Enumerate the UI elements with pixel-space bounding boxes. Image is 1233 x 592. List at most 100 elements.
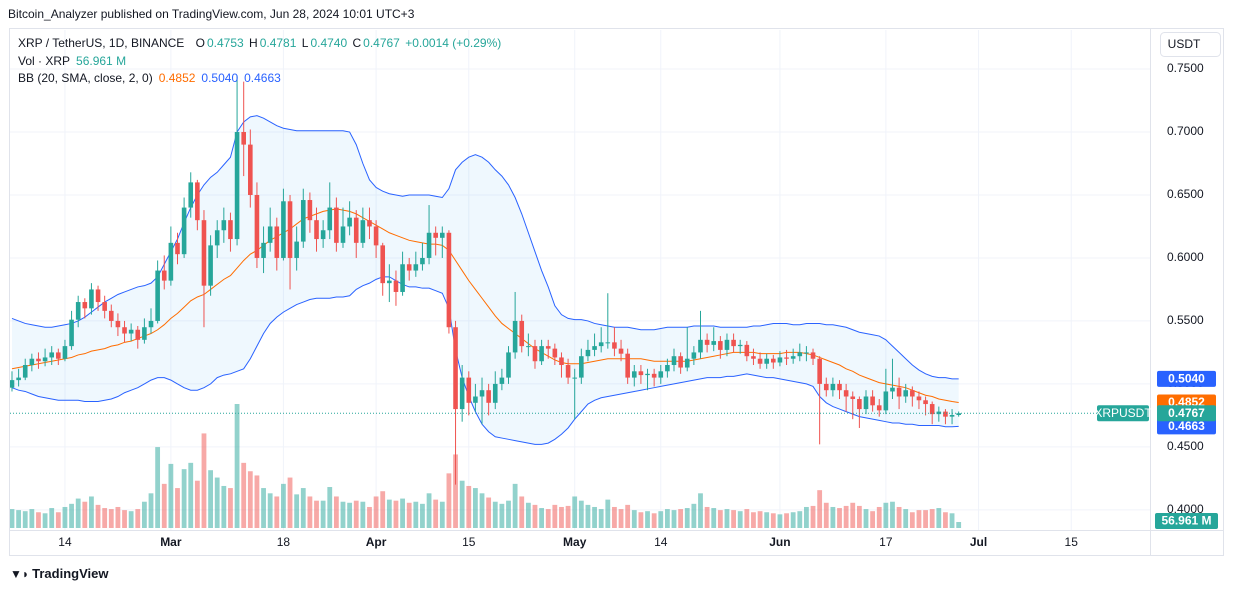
volume-bar xyxy=(373,496,379,528)
volume-bar xyxy=(949,513,955,528)
volume-bar xyxy=(863,509,869,528)
candle-body xyxy=(598,342,604,347)
candle-body xyxy=(446,232,452,328)
y-tick-label: 0.5500 xyxy=(1167,313,1204,327)
volume-bar xyxy=(314,500,319,528)
volume-bar xyxy=(552,504,558,528)
candle-body xyxy=(108,310,114,321)
indicator-value: 0.5040 xyxy=(201,71,239,85)
volume-bar xyxy=(413,501,419,528)
candle-body xyxy=(413,264,419,271)
candle-body xyxy=(526,346,531,348)
legend: XRP / TetherUS, 1D, BINANCE O 0.4753 H 0.4… xyxy=(18,35,503,88)
volume-bar xyxy=(804,506,809,528)
logo-mark: ▼◗ xyxy=(10,567,30,581)
candle-body xyxy=(492,383,498,403)
y-tick-label: 0.6500 xyxy=(1167,187,1204,201)
volume-bar xyxy=(539,508,545,528)
volume-bar xyxy=(896,506,902,528)
volume-name[interactable]: Vol · XRP xyxy=(18,53,71,68)
candle-body xyxy=(784,357,789,359)
candle-body xyxy=(102,302,107,311)
candle-body xyxy=(56,352,61,359)
candle-body xyxy=(287,201,293,258)
volume-bar xyxy=(479,493,485,528)
volume-bar xyxy=(751,512,756,528)
volume-bar xyxy=(572,496,578,528)
volume-bar xyxy=(909,512,915,528)
candle-body xyxy=(486,390,491,403)
volume-bar xyxy=(532,504,538,528)
volume-bar xyxy=(903,509,909,528)
volume-bar xyxy=(128,511,134,528)
candle-body xyxy=(764,358,769,364)
volume-bar xyxy=(108,509,114,528)
volume-bar xyxy=(380,491,386,528)
volume-bar xyxy=(797,511,803,528)
ohlc-value: 0.4740 xyxy=(310,36,348,50)
candle-body xyxy=(340,226,346,243)
candle-body xyxy=(128,329,134,334)
volume-bar xyxy=(559,506,564,528)
volume-bar xyxy=(810,505,816,528)
logo[interactable]: ▼◗ TradingView xyxy=(10,566,108,581)
candle-body xyxy=(62,346,68,359)
candle-body xyxy=(347,217,352,227)
volume-bar xyxy=(843,505,849,528)
candle-body xyxy=(645,373,650,376)
symbol-title[interactable]: XRP / TetherUS, 1D, BINANCE xyxy=(18,36,185,50)
ohlc-value: 0.4767 xyxy=(363,36,400,50)
volume-bar xyxy=(281,483,286,528)
plot-area xyxy=(10,30,1150,530)
volume-bar xyxy=(830,506,836,528)
candle-body xyxy=(228,220,233,240)
volume-tag-bg xyxy=(1155,513,1218,529)
candle-body xyxy=(532,346,538,362)
volume-bar xyxy=(618,509,624,528)
candle-body xyxy=(896,387,902,397)
candle-body xyxy=(936,411,942,415)
candle-body xyxy=(281,201,286,258)
candle-body xyxy=(638,371,644,376)
candle-body xyxy=(367,220,372,227)
candle-body xyxy=(559,357,564,366)
currency[interactable]: USDT xyxy=(1168,37,1201,51)
candle-body xyxy=(420,257,425,265)
candle-body xyxy=(572,377,578,379)
candle-body xyxy=(863,396,869,410)
volume-bar xyxy=(234,404,240,528)
candle-body xyxy=(771,358,776,363)
y-tick-label: 0.7000 xyxy=(1167,124,1204,138)
volume-bar xyxy=(578,500,584,528)
volume-bar xyxy=(916,510,922,528)
indicator-name[interactable]: BB (20, SMA, close, 2, 0) xyxy=(18,71,153,85)
candle-body xyxy=(234,132,240,240)
volume-bar xyxy=(155,447,161,528)
candle-body xyxy=(850,396,856,400)
volume-bar xyxy=(459,480,465,528)
volume-bar xyxy=(823,502,829,528)
candle-body xyxy=(618,348,624,354)
candle-body xyxy=(29,358,35,366)
volume-bar xyxy=(36,512,41,528)
candle-body xyxy=(592,346,597,350)
x-tick-label: 14 xyxy=(654,535,668,549)
published-note: Bitcoin_Analyzer published on TradingVie… xyxy=(8,7,415,21)
candle-body xyxy=(870,396,875,406)
volume-bar xyxy=(731,510,736,528)
candle-body xyxy=(22,365,28,378)
candle-body xyxy=(751,356,756,359)
indicator-legend: BB (20, SMA, close, 2, 0) 0.4852 0.5040 0.4… xyxy=(18,70,503,88)
volume-bar xyxy=(386,499,392,528)
change: +0.0014 (+0.29%) xyxy=(405,36,502,50)
volume-bar xyxy=(122,510,127,528)
candle-body xyxy=(552,348,558,358)
volume-bar xyxy=(890,501,895,528)
volume-bar xyxy=(764,512,770,528)
volume-bar xyxy=(856,505,862,528)
volume-bar xyxy=(545,509,551,528)
volume-bar xyxy=(499,503,505,528)
volume-bar xyxy=(770,513,776,528)
candle-body xyxy=(95,289,101,303)
